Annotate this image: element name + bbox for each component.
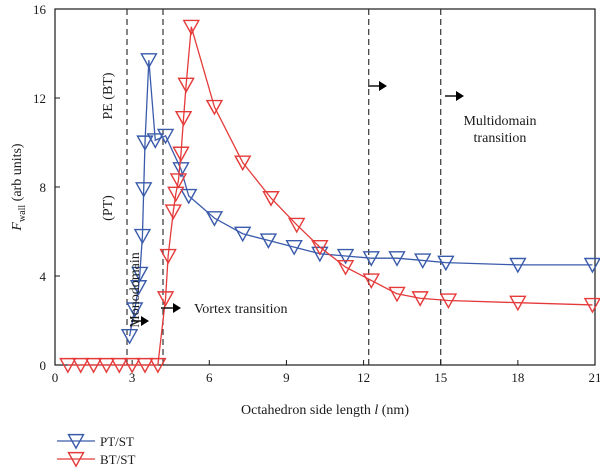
series-0-point-22 xyxy=(509,257,527,274)
series-1-point-20 xyxy=(288,217,306,234)
x-axis-label: Octahedron side length l (nm) xyxy=(241,403,409,418)
series-0-point-12 xyxy=(205,211,224,227)
y-label-sub: wall xyxy=(17,205,28,222)
annotation-pe-bt: PE (BT) xyxy=(101,72,116,119)
x-tick-label-3: 9 xyxy=(283,370,290,385)
series-1-point-25 xyxy=(411,291,429,307)
series-1-point-9 xyxy=(159,248,177,265)
y-label-main: F xyxy=(10,222,25,232)
series-0-point-3 xyxy=(131,266,149,283)
series-1-point-23 xyxy=(362,273,380,290)
series-0-point-4 xyxy=(133,228,152,245)
series-0-point-1 xyxy=(126,302,144,318)
series-0-point-17 xyxy=(336,248,355,265)
x-tick-label-5: 15 xyxy=(434,370,447,385)
series-0-point-5 xyxy=(135,182,153,198)
series-0-point-14 xyxy=(259,233,278,249)
y-tick-label-2: 8 xyxy=(40,180,47,195)
series-0-point-7 xyxy=(140,53,158,69)
series-0 xyxy=(120,53,600,345)
legend-marker-1 xyxy=(67,451,85,468)
series-1-point-15 xyxy=(177,77,195,94)
series-1-point-3 xyxy=(97,357,116,374)
series-1-point-28 xyxy=(583,297,600,314)
annotation-pt: (PT) xyxy=(101,195,116,221)
series-1-point-4 xyxy=(110,357,128,374)
y-axis-ticks: 0 4 8 12 16 xyxy=(33,2,60,373)
arrow-multidomain-2 xyxy=(445,91,464,101)
y-tick-label-4: 16 xyxy=(33,2,47,17)
series-1-point-10 xyxy=(164,204,182,221)
series-line-0 xyxy=(128,60,593,337)
x-tick-label-6: 18 xyxy=(511,370,524,385)
series-0-point-0 xyxy=(120,329,139,345)
series-1-point-6 xyxy=(136,357,154,374)
y-tick-label-0: 0 xyxy=(40,358,47,373)
arrow-vortex xyxy=(161,303,181,313)
series-1-point-24 xyxy=(388,286,406,303)
series-1-point-5 xyxy=(123,357,141,374)
x-label-main: Octahedron side length xyxy=(241,403,374,418)
series-layer xyxy=(59,19,600,374)
y-axis-label: Fwall (arb units) xyxy=(10,143,28,232)
arrow-monodomain xyxy=(131,316,149,326)
series-1-point-11 xyxy=(167,186,185,203)
series-1-point-27 xyxy=(509,295,527,312)
annotation-monodomain: Monodomain xyxy=(128,252,143,327)
series-0-point-21 xyxy=(437,255,455,272)
series-1-point-13 xyxy=(172,146,190,163)
series-0-point-20 xyxy=(414,253,432,269)
series-1-point-17 xyxy=(205,99,224,116)
series-1-point-14 xyxy=(174,110,193,127)
legend-marker-0 xyxy=(67,433,85,450)
legend: PT/ST BT/ST xyxy=(57,433,135,468)
y-label-rest: (arb units) xyxy=(10,143,25,205)
series-0-point-9 xyxy=(156,128,175,145)
series-0-point-19 xyxy=(388,251,406,267)
series-0-point-11 xyxy=(180,188,198,205)
series-0-point-15 xyxy=(285,239,303,256)
y-tick-label-3: 12 xyxy=(33,91,46,106)
arrow-multidomain-1 xyxy=(368,81,387,91)
x-label-unit: (nm) xyxy=(378,403,409,418)
series-1-point-8 xyxy=(156,291,175,307)
x-tick-label-1: 3 xyxy=(129,370,136,385)
series-0-point-10 xyxy=(172,162,190,178)
annotation-vortex: Vortex transition xyxy=(194,302,287,317)
series-0-point-2 xyxy=(129,280,148,296)
series-0-point-13 xyxy=(234,226,252,243)
series-1-point-19 xyxy=(262,191,280,207)
x-tick-label-2: 6 xyxy=(206,370,213,385)
x-label-var: l xyxy=(374,403,378,418)
x-tick-label-7: 21 xyxy=(589,370,600,385)
series-1-point-18 xyxy=(234,155,252,172)
x-tick-label-0: 0 xyxy=(52,370,59,385)
y-tick-label-1: 4 xyxy=(40,269,47,284)
annotation-multidomain-line2: transition xyxy=(474,131,527,146)
series-1-point-2 xyxy=(84,357,103,374)
series-1-point-1 xyxy=(72,357,90,374)
series-0-point-18 xyxy=(362,251,380,267)
series-1-point-12 xyxy=(169,173,188,189)
x-axis-ticks: 0 3 6 9 12 15 18 21 xyxy=(52,360,600,385)
series-1-point-0 xyxy=(59,357,77,374)
series-1-point-21 xyxy=(311,239,329,256)
series-1-point-22 xyxy=(336,260,355,276)
legend-label-0: PT/ST xyxy=(100,434,134,449)
series-0-point-23 xyxy=(583,257,600,274)
legend-label-1: BT/ST xyxy=(100,452,135,467)
series-1-point-7 xyxy=(149,357,167,374)
series-line-1 xyxy=(67,26,593,366)
series-0-point-8 xyxy=(146,133,164,149)
x-tick-label-4: 12 xyxy=(357,370,370,385)
series-1-point-26 xyxy=(439,293,458,310)
annotation-multidomain-line1: Multidomain xyxy=(463,114,536,129)
series-1 xyxy=(59,19,600,374)
svg-text:Fwall (arb units): Fwall (arb units) xyxy=(10,143,28,232)
series-0-point-6 xyxy=(136,135,154,152)
series-1-point-16 xyxy=(182,19,200,36)
